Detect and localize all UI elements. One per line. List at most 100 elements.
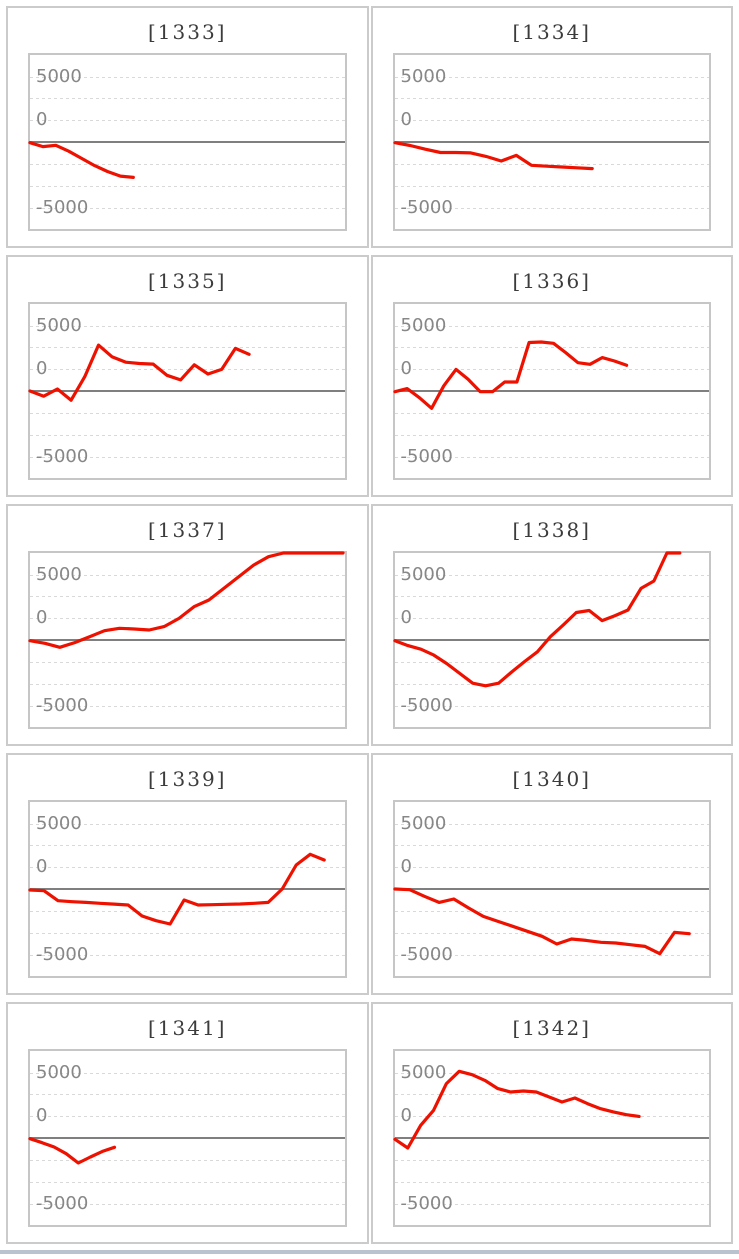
zero-line bbox=[30, 390, 345, 392]
zero-line bbox=[30, 888, 345, 890]
plot-area: 5000 0 -5000 bbox=[28, 302, 347, 480]
y-gridline bbox=[394, 823, 709, 825]
y-tick-label: 0 bbox=[400, 358, 412, 380]
chart-panel: [1335] 5000 0 -5000 bbox=[6, 255, 369, 497]
y-tick-label: 5000 bbox=[400, 563, 447, 585]
y-tick-label: 5000 bbox=[400, 65, 447, 87]
y-gridline bbox=[30, 823, 345, 825]
y-tick-label: -5000 bbox=[36, 196, 89, 218]
series-plot bbox=[392, 887, 691, 956]
zero-line bbox=[394, 1137, 709, 1139]
y-tick-label: 5000 bbox=[400, 314, 447, 336]
y-tick-label: 5000 bbox=[36, 812, 82, 834]
y-tick-label: -5000 bbox=[400, 694, 453, 716]
y-gridline bbox=[30, 954, 345, 956]
series-plot bbox=[392, 551, 681, 688]
y-tick-label: -5000 bbox=[400, 943, 453, 965]
zero-line bbox=[394, 390, 709, 392]
chart-title: [1338] bbox=[512, 518, 591, 542]
y-gridline bbox=[394, 1072, 709, 1074]
y-gridline bbox=[394, 867, 709, 869]
y-gridline bbox=[30, 661, 345, 663]
y-gridline bbox=[394, 661, 709, 663]
series-line bbox=[28, 551, 345, 649]
chart-panel: [1341] 5000 0 -5000 bbox=[6, 1002, 369, 1244]
y-tick-label: -5000 bbox=[36, 1192, 89, 1214]
y-tick-label: 5000 bbox=[400, 812, 447, 834]
chart-title: [1341] bbox=[147, 1016, 227, 1040]
plot-area: 5000 0 -5000 bbox=[28, 53, 347, 231]
chart-title: [1340] bbox=[512, 767, 591, 791]
y-gridline bbox=[394, 325, 709, 327]
zero-line bbox=[30, 1137, 345, 1139]
y-gridline bbox=[394, 596, 709, 598]
y-gridline bbox=[30, 325, 345, 327]
series-line bbox=[28, 343, 251, 402]
zero-line bbox=[30, 141, 345, 143]
y-tick-label: 5000 bbox=[36, 563, 82, 585]
series-line bbox=[28, 852, 326, 926]
plot-area: 5000 0 -5000 bbox=[392, 53, 711, 231]
y-tick-label: 5000 bbox=[36, 1061, 82, 1083]
y-gridline bbox=[30, 412, 345, 414]
chart-panel: [1333] 5000 0 -5000 bbox=[6, 6, 369, 248]
y-tick-label: 0 bbox=[36, 1105, 48, 1127]
y-tick-label: 0 bbox=[400, 607, 412, 629]
y-gridline bbox=[30, 1203, 345, 1205]
y-tick-label: 5000 bbox=[400, 1061, 447, 1083]
y-tick-label: 0 bbox=[36, 856, 48, 878]
chart-panel: [1336] 5000 0 -5000 bbox=[370, 255, 733, 497]
y-gridline bbox=[30, 932, 345, 934]
y-tick-label: 0 bbox=[400, 1105, 412, 1127]
zero-line bbox=[394, 639, 709, 641]
y-tick-label: 0 bbox=[36, 607, 48, 629]
y-gridline bbox=[394, 1094, 709, 1096]
y-gridline bbox=[30, 1094, 345, 1096]
chart-title: [1333] bbox=[147, 20, 227, 44]
y-gridline bbox=[394, 932, 709, 934]
y-gridline bbox=[30, 618, 345, 620]
y-tick-label: -5000 bbox=[400, 1192, 453, 1214]
y-gridline bbox=[30, 574, 345, 576]
series-line bbox=[392, 340, 628, 410]
series-plot bbox=[392, 141, 594, 171]
y-gridline bbox=[394, 369, 709, 371]
plot-area: 5000 0 -5000 bbox=[392, 1049, 711, 1227]
series-line bbox=[392, 1069, 641, 1150]
y-gridline bbox=[394, 683, 709, 685]
y-gridline bbox=[394, 456, 709, 458]
series-line bbox=[28, 141, 135, 180]
series-line bbox=[392, 141, 594, 171]
chart-title: [1335] bbox=[147, 269, 227, 293]
y-gridline bbox=[394, 1181, 709, 1183]
chart-panel: [1337] 5000 0 -5000 bbox=[6, 504, 369, 746]
plot-area: 5000 0 -5000 bbox=[392, 302, 711, 480]
plot-area: 5000 0 -5000 bbox=[28, 1049, 347, 1227]
chart-title: [1342] bbox=[512, 1016, 591, 1040]
y-gridline bbox=[30, 185, 345, 187]
y-gridline bbox=[30, 1181, 345, 1183]
y-tick-label: 0 bbox=[36, 358, 48, 380]
series-line bbox=[392, 551, 681, 688]
y-gridline bbox=[30, 120, 345, 122]
y-tick-label: 0 bbox=[400, 856, 412, 878]
zero-line bbox=[394, 888, 709, 890]
y-gridline bbox=[30, 596, 345, 598]
y-tick-label: -5000 bbox=[36, 445, 89, 467]
y-gridline bbox=[394, 574, 709, 576]
y-gridline bbox=[394, 120, 709, 122]
zero-line bbox=[30, 639, 345, 641]
y-tick-label: 0 bbox=[36, 109, 48, 131]
chart-title: [1334] bbox=[512, 20, 591, 44]
y-gridline bbox=[394, 434, 709, 436]
y-gridline bbox=[30, 369, 345, 371]
y-gridline bbox=[394, 1159, 709, 1161]
y-gridline bbox=[30, 1072, 345, 1074]
y-gridline bbox=[394, 163, 709, 165]
series-plot bbox=[28, 141, 135, 180]
y-gridline bbox=[30, 163, 345, 165]
plot-area: 5000 0 -5000 bbox=[392, 551, 711, 729]
y-gridline bbox=[30, 867, 345, 869]
series-plot bbox=[28, 1137, 117, 1165]
